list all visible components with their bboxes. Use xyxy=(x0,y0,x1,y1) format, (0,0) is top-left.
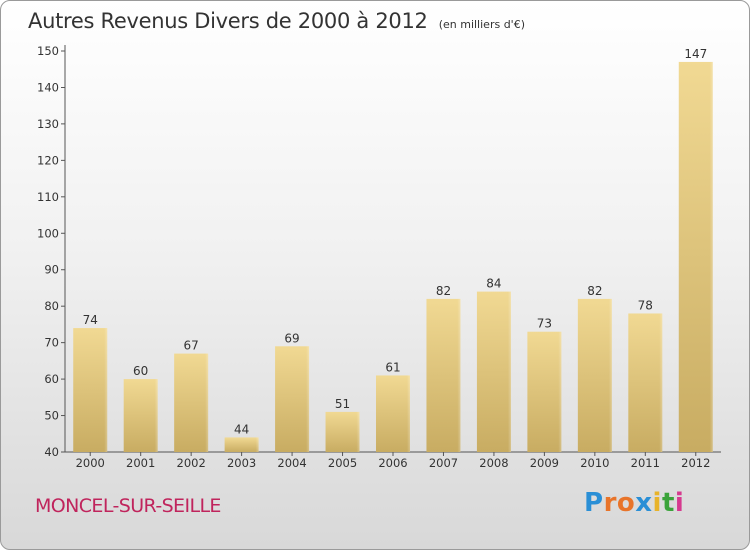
y-tick-label: 100 xyxy=(37,226,59,240)
x-tick-label: 2000 xyxy=(76,456,105,470)
x-tick-label: 2006 xyxy=(378,456,407,470)
x-tick-label: 2010 xyxy=(580,456,609,470)
value-label-2009: 73 xyxy=(537,317,552,331)
logo-letter: o xyxy=(616,488,636,518)
bar-highlight xyxy=(558,331,562,452)
bar-2006 xyxy=(376,375,410,452)
bar-2007 xyxy=(426,298,461,452)
y-tick-label: 90 xyxy=(44,263,59,277)
bar-highlight xyxy=(457,298,461,452)
x-tick-label: 2011 xyxy=(631,456,660,470)
bar-highlight xyxy=(407,375,410,452)
logo-letter: i xyxy=(674,488,685,518)
bar-highlight xyxy=(659,313,663,452)
value-labels: 74 60 67 44 69 51 61 82 84 73 82 78 147 xyxy=(83,47,708,436)
value-label-2002: 67 xyxy=(184,339,199,353)
value-label-2005: 51 xyxy=(335,397,350,411)
bar-highlight xyxy=(507,291,511,452)
value-label-2003: 44 xyxy=(234,422,249,436)
bar-2000 xyxy=(73,328,108,452)
y-tick-label: 80 xyxy=(44,299,59,313)
proxiti-logo[interactable]: Proxiti xyxy=(584,488,684,518)
axes: 40 50 60 70 80 90 100 110 120 130 140 150 2000 2001 20… xyxy=(37,44,721,470)
y-tick-label: 70 xyxy=(44,336,59,350)
title-row: Autres Revenus Divers de 2000 à 2012 (en… xyxy=(28,9,525,33)
bars xyxy=(73,61,713,452)
value-label-2006: 61 xyxy=(385,360,400,374)
value-label-2007: 82 xyxy=(436,284,451,298)
bar-2008 xyxy=(476,291,511,452)
y-tick-label: 110 xyxy=(37,190,59,204)
x-tick-label: 2008 xyxy=(479,456,508,470)
chart-title: Autres Revenus Divers de 2000 à 2012 xyxy=(28,9,428,33)
bar-highlight xyxy=(205,353,209,452)
y-tick-label: 120 xyxy=(37,153,59,167)
value-label-2001: 60 xyxy=(133,364,148,378)
commune-name: MONCEL-SUR-SEILLE xyxy=(35,495,221,517)
bar-2001 xyxy=(123,379,158,452)
bar-2002 xyxy=(174,353,209,452)
bar-highlight xyxy=(104,328,108,452)
logo-letter: x xyxy=(635,488,653,518)
y-tick-label: 150 xyxy=(37,44,59,58)
bar-highlight xyxy=(709,61,713,452)
y-tick-label: 130 xyxy=(37,117,59,131)
bar-2005 xyxy=(325,411,360,452)
logo-letter: i xyxy=(652,488,662,518)
value-label-2010: 82 xyxy=(587,284,602,298)
bar-highlight xyxy=(608,298,612,452)
y-tick-label: 140 xyxy=(37,80,59,94)
bar-2010 xyxy=(577,298,612,452)
logo-letter: r xyxy=(603,488,617,518)
x-tick-label: 2009 xyxy=(530,456,559,470)
bar-highlight xyxy=(154,379,158,452)
x-tick-label: 2001 xyxy=(126,456,155,470)
logo-letter: P xyxy=(584,488,604,518)
logo-letter: t xyxy=(661,488,675,518)
x-tick-label: 2012 xyxy=(681,456,710,470)
x-tick-label: 2002 xyxy=(177,456,206,470)
bar-highlight xyxy=(255,437,259,452)
bar-2012 xyxy=(678,61,713,452)
value-label-2011: 78 xyxy=(638,298,653,312)
bar-2011 xyxy=(628,313,663,452)
x-tick-label: 2007 xyxy=(429,456,458,470)
y-tick-label: 60 xyxy=(44,372,59,386)
x-tick-label: 2005 xyxy=(328,456,357,470)
value-label-2000: 74 xyxy=(83,313,98,327)
value-label-2008: 84 xyxy=(486,277,501,291)
value-label-2004: 69 xyxy=(284,331,299,345)
bar-highlight xyxy=(306,346,310,452)
bar-highlight xyxy=(356,411,360,452)
chart-subtitle: (en milliers d'€) xyxy=(438,18,525,31)
value-label-2012: 147 xyxy=(684,47,707,61)
x-tick-label: 2004 xyxy=(277,456,306,470)
x-tick-label: 2003 xyxy=(227,456,256,470)
bar-2009 xyxy=(527,331,562,452)
y-tick-label: 40 xyxy=(44,445,59,459)
y-tick-label: 50 xyxy=(44,409,59,423)
bar-2003 xyxy=(224,437,259,452)
bar-2004 xyxy=(275,346,310,452)
